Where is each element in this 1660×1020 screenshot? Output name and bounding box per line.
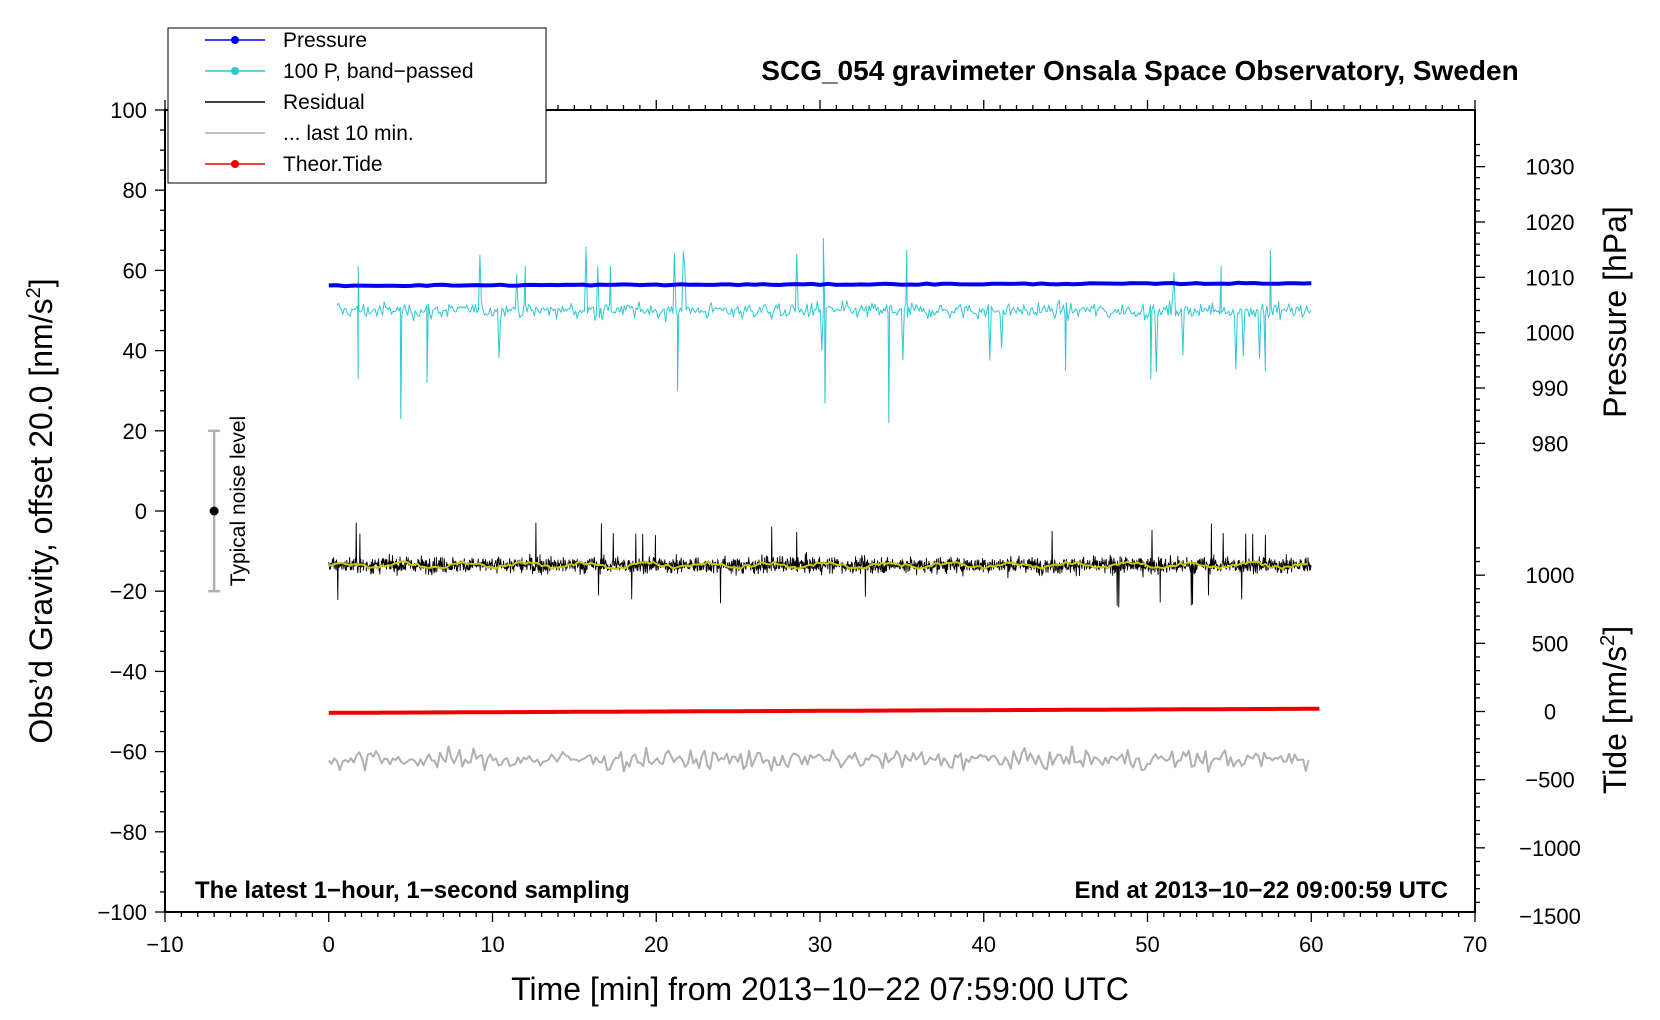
x-tick-label: 0 — [323, 932, 335, 957]
pressure-axis-title: Pressure [hPa] — [1597, 206, 1633, 418]
tide-axis-title-sup: 2 — [1597, 635, 1619, 646]
legend-box — [167, 27, 547, 184]
series-residual-line — [328, 522, 1312, 608]
tide-tick-label: 1000 — [1526, 563, 1575, 588]
x-tick-label: 20 — [644, 932, 668, 957]
series-layer — [328, 237, 1320, 773]
y-axis-title-main: Obs’d Gravity, offset 20.0 [nm/s — [23, 298, 59, 743]
axis-ticks — [155, 100, 1485, 922]
tide-tick-label: −1000 — [1519, 836, 1581, 861]
note-left: The latest 1−hour, 1−second sampling — [195, 877, 630, 904]
y-tick-label: 80 — [123, 178, 147, 203]
pressure-tick-label: 990 — [1532, 376, 1569, 401]
noise-bar — [208, 429, 221, 593]
y-tick-label: 40 — [123, 339, 147, 364]
noise-bar-label: Typical noise level — [227, 416, 250, 586]
y-tick-labels: −100 −80 −60 −40 −20 0 20 40 60 80 100 — [97, 98, 147, 925]
tide-tick-label: 500 — [1532, 631, 1569, 656]
series-residual-smoothed-line — [328, 560, 1309, 571]
legend-label: Residual — [283, 91, 365, 114]
y-axis-title-sup: 2 — [23, 287, 45, 298]
tide-tick-label: 0 — [1544, 700, 1556, 725]
x-tick-label: 50 — [1135, 932, 1159, 957]
x-tick-labels: −10 0 10 20 30 40 50 60 70 — [146, 932, 1487, 957]
y-tick-label: 0 — [135, 499, 147, 524]
tide-axis-title: Tide [nm/s2] — [1597, 626, 1633, 794]
x-tick-label: 30 — [808, 932, 832, 957]
tide-axis-title-main: Tide [nm/s — [1597, 646, 1633, 794]
noise-bar-center-dot — [209, 506, 219, 516]
chart-title: SCG_054 gravimeter Onsala Space Observat… — [761, 55, 1518, 86]
legend-marker — [231, 67, 239, 75]
plot-frame — [164, 109, 1476, 913]
y-tick-label: 100 — [110, 98, 147, 123]
series-tide-line — [328, 706, 1320, 715]
y-tick-label: 20 — [123, 419, 147, 444]
x-tick-label: 70 — [1463, 932, 1487, 957]
series-bandpassed-line — [336, 237, 1312, 424]
tide-tick-label: −500 — [1525, 768, 1575, 793]
legend-label: Theor.Tide — [283, 153, 383, 176]
y-tick-label: −100 — [97, 900, 147, 925]
x-axis-title: Time [min] from 2013−10−22 07:59:00 UTC — [511, 971, 1129, 1007]
y-tick-label: −80 — [110, 820, 147, 845]
pressure-tick-label: 1000 — [1526, 321, 1575, 346]
pressure-tick-label: 1020 — [1526, 210, 1575, 235]
series-last10min-line — [328, 745, 1310, 773]
tide-tick-label: −1500 — [1519, 904, 1581, 929]
legend: Pressure 100 P, band−passed Residual ... la… — [167, 27, 547, 184]
tide-axis-title-end: ] — [1597, 626, 1633, 635]
x-tick-label: 10 — [480, 932, 504, 957]
note-right: End at 2013−10−22 09:00:59 UTC — [1074, 877, 1448, 904]
y-tick-label: −40 — [110, 659, 147, 684]
legend-label: ... last 10 min. — [283, 122, 414, 145]
y-tick-label: 60 — [123, 258, 147, 283]
pressure-tick-labels: 980 990 1000 1010 1020 1030 — [1526, 155, 1575, 457]
pressure-tick-label: 980 — [1532, 431, 1569, 456]
tide-tick-labels: −1500 −1000 −500 0 500 1000 — [1519, 563, 1581, 929]
legend-marker — [231, 160, 239, 168]
pressure-tick-label: 1010 — [1526, 265, 1575, 290]
x-tick-label: 60 — [1299, 932, 1323, 957]
legend-label: Pressure — [283, 29, 367, 52]
pressure-tick-label: 1030 — [1526, 155, 1575, 180]
y-axis-title-end: ] — [23, 278, 59, 287]
x-tick-label: 40 — [972, 932, 996, 957]
y-axis-title: Obs’d Gravity, offset 20.0 [nm/s2] — [23, 278, 59, 743]
series-pressure-line — [328, 280, 1312, 289]
legend-label: 100 P, band−passed — [283, 60, 474, 83]
x-tick-label: −10 — [146, 932, 183, 957]
y-tick-label: −60 — [110, 740, 147, 765]
legend-marker — [231, 36, 239, 44]
y-tick-label: −20 — [110, 579, 147, 604]
